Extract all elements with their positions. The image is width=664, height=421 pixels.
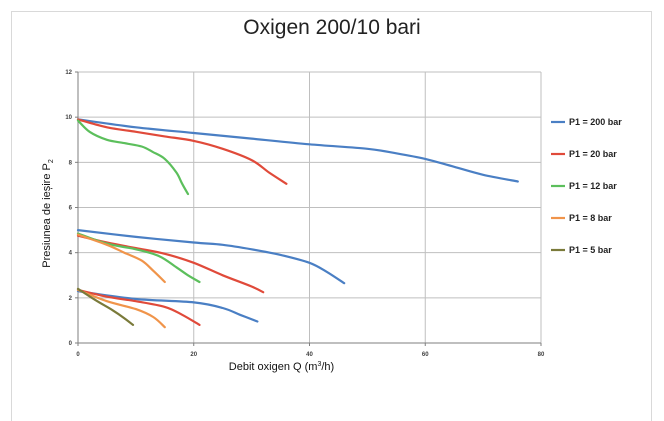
x-tick-labels: 0 20 40 60 80 [76, 343, 545, 358]
x-axis-label-sup: 3 [317, 361, 321, 368]
y-tick-label: 8 [69, 160, 73, 166]
x-tick-label: 40 [306, 352, 313, 358]
series-line [76, 119, 190, 196]
series-line [76, 118, 519, 183]
y-axis-label-prefix: Presiunea de ieșire P [41, 163, 53, 268]
series-line [76, 288, 166, 329]
series-line [76, 288, 201, 326]
series-curves [76, 118, 519, 329]
series-line [76, 287, 135, 326]
x-axis-label: Debit oxigen Q (m3/h) [229, 361, 334, 373]
legend: P1 = 200 bar P1 = 20 bar P1 = 12 bar P1 = 8… [551, 117, 622, 255]
y-tick-label: 6 [69, 206, 73, 212]
grid-lines [78, 71, 542, 343]
legend-label: P1 = 200 bar [569, 117, 622, 127]
series-line [76, 234, 265, 294]
x-tick-label: 20 [190, 352, 197, 358]
y-tick-labels: 0 2 4 6 8 10 12 [65, 70, 78, 347]
y-tick-label: 10 [65, 115, 72, 121]
series-line [76, 118, 288, 185]
series-line [76, 232, 201, 284]
x-tick-label: 60 [422, 352, 429, 358]
legend-label: P1 = 12 bar [569, 181, 617, 191]
chart-title: Oxigen 200/10 bari [243, 16, 421, 39]
x-tick-label: 80 [538, 352, 545, 358]
legend-label: P1 = 20 bar [569, 149, 617, 159]
series-line [76, 290, 259, 323]
y-axis-label-sub: 2 [48, 159, 55, 163]
x-tick-label: 0 [76, 352, 80, 358]
y-tick-label: 12 [65, 70, 72, 76]
y-tick-label: 2 [69, 296, 73, 302]
x-axis-label-prefix: Debit oxigen Q (m [229, 361, 318, 373]
legend-label: P1 = 5 bar [569, 245, 612, 255]
y-tick-label: 4 [69, 251, 73, 257]
chart-frame [11, 11, 652, 421]
series-line [76, 229, 346, 285]
x-axis-label-suffix: /h) [321, 361, 334, 373]
y-tick-label: 0 [69, 341, 73, 347]
y-axis-label: Presiunea de ieșire P2 [41, 159, 55, 268]
series-line [76, 233, 166, 284]
legend-label: P1 = 8 bar [569, 213, 612, 223]
